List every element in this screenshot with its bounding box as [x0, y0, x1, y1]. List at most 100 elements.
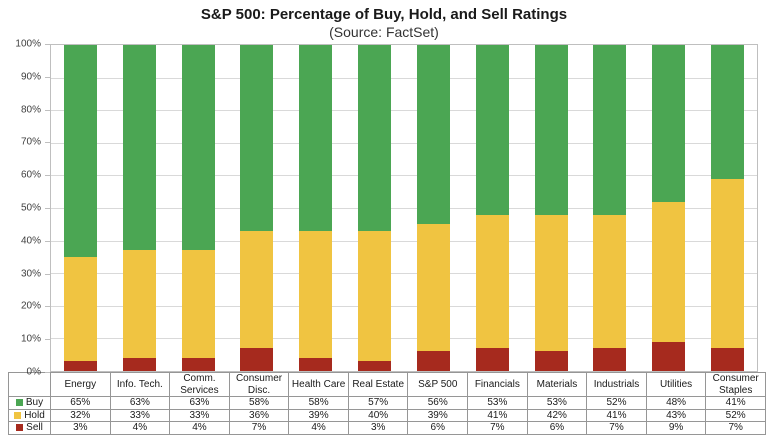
- bar-group-financials: [463, 45, 522, 371]
- legend-swatch-sell: [16, 424, 24, 431]
- value-sell-real-estate: 3%: [347, 421, 409, 435]
- category-header-consumer-staples: Consumer Staples: [705, 372, 766, 397]
- category-header-industrials: Industrials: [586, 372, 647, 397]
- bar-segment-buy-energy: [63, 45, 97, 257]
- bar-segment-buy-real-estate: [358, 45, 392, 231]
- bars-container: [51, 45, 757, 371]
- y-axis: 100% 90% 80% 70% 60% 50% 40% 30% 20% 10% 0%: [0, 39, 50, 378]
- y-tick-mark: [45, 142, 50, 144]
- chart-area: 100% 90% 80% 70% 60% 50% 40% 30% 20% 10% 0%: [0, 39, 768, 378]
- bar-segment-buy-consumer-staples: [711, 45, 745, 179]
- value-sell-utilities: 9%: [645, 421, 707, 435]
- y-tick-mark: [45, 109, 50, 111]
- bar-segment-buy-info-tech: [122, 45, 156, 251]
- value-hold-health-care: 39%: [288, 408, 349, 422]
- gridline: [51, 305, 757, 307]
- bar-segment-sell-financials: [475, 348, 509, 371]
- gridline: [51, 77, 757, 79]
- y-tick-label-30: 30%: [20, 268, 41, 280]
- gridline: [51, 175, 757, 177]
- category-header-real-estate: Real Estate: [347, 372, 409, 397]
- data-table: Energy Info. Tech. Comm. Services Consumer …: [8, 372, 766, 435]
- value-hold-consumer-staples: 52%: [705, 408, 766, 422]
- table-row-buy: Buy 65% 63% 63% 58% 58% 57% 56% 53% 53% 52% 48% 41%: [8, 396, 766, 410]
- value-hold-real-estate: 40%: [347, 408, 409, 422]
- bar-segment-hold-materials: [534, 214, 568, 352]
- table-corner-cell: [8, 372, 51, 397]
- legend-label-sell: Sell: [26, 422, 43, 433]
- bar-group-utilities: [639, 45, 698, 371]
- value-hold-industrials: 41%: [586, 408, 647, 422]
- y-tick-label-90: 90%: [20, 71, 41, 83]
- bar-group-real-estate: [345, 45, 404, 371]
- category-header-comm-services: Comm. Services: [169, 372, 230, 397]
- value-sell-s-p-500: 6%: [407, 421, 469, 435]
- bar-group-health-care: [286, 45, 345, 371]
- y-tick-label-0: 0%: [26, 366, 41, 378]
- y-tick-label-10: 10%: [20, 333, 41, 345]
- y-tick-mark: [45, 339, 50, 341]
- stacked-bar-info-tech: [122, 45, 156, 371]
- value-buy-real-estate: 57%: [347, 396, 409, 410]
- y-tick-label-80: 80%: [20, 104, 41, 116]
- value-sell-industrials: 7%: [586, 421, 647, 435]
- bar-segment-hold-financials: [475, 214, 509, 349]
- stacked-bar-health-care: [299, 45, 333, 371]
- bar-group-materials: [522, 45, 581, 371]
- value-hold-comm-services: 33%: [169, 408, 230, 422]
- bar-segment-sell-health-care: [299, 357, 333, 371]
- bar-segment-sell-industrials: [593, 348, 627, 371]
- bar-segment-sell-materials: [534, 351, 568, 371]
- bar-segment-buy-materials: [534, 45, 568, 215]
- stacked-bar-s-p-500: [416, 45, 450, 371]
- category-header-s-p-500: S&P 500: [407, 372, 469, 397]
- legend-key-hold: Hold: [8, 408, 51, 422]
- bar-group-energy: [51, 45, 110, 371]
- table-header-row: Energy Info. Tech. Comm. Services Consumer …: [8, 372, 766, 397]
- stacked-bar-industrials: [593, 45, 627, 371]
- value-buy-comm-services: 63%: [169, 396, 230, 410]
- bar-group-info-tech: [110, 45, 169, 371]
- y-tick-label-20: 20%: [20, 300, 41, 312]
- bar-segment-hold-s-p-500: [416, 224, 450, 352]
- bar-segment-hold-utilities: [652, 201, 686, 342]
- stacked-bar-financials: [475, 45, 509, 371]
- bar-segment-sell-real-estate: [358, 361, 392, 371]
- bar-segment-buy-consumer-disc: [240, 45, 274, 231]
- bar-segment-buy-industrials: [593, 45, 627, 215]
- gridline: [51, 240, 757, 242]
- value-hold-materials: 42%: [526, 408, 588, 422]
- category-header-utilities: Utilities: [645, 372, 707, 397]
- y-tick-mark: [45, 76, 50, 78]
- legend-swatch-hold: [14, 411, 22, 419]
- category-header-materials: Materials: [526, 372, 588, 397]
- stacked-bar-materials: [534, 45, 568, 371]
- value-buy-consumer-disc: 58%: [228, 396, 290, 410]
- bar-segment-buy-s-p-500: [416, 45, 450, 225]
- value-sell-info-tech: 4%: [109, 421, 171, 435]
- value-sell-health-care: 4%: [288, 421, 349, 435]
- bar-segment-sell-info-tech: [122, 357, 156, 371]
- value-hold-utilities: 43%: [645, 408, 707, 422]
- value-hold-s-p-500: 39%: [407, 408, 469, 422]
- y-tick-mark: [45, 44, 50, 45]
- gridline: [51, 142, 757, 144]
- bar-segment-sell-energy: [63, 361, 97, 371]
- bar-segment-buy-financials: [475, 45, 509, 215]
- legend-key-sell: Sell: [8, 421, 51, 435]
- y-tick-mark: [45, 240, 50, 242]
- value-buy-s-p-500: 56%: [407, 396, 469, 410]
- legend-swatch-buy: [15, 399, 23, 406]
- bar-segment-hold-comm-services: [181, 250, 215, 358]
- category-header-info-tech: Info. Tech.: [109, 372, 171, 397]
- y-tick-mark: [45, 306, 50, 308]
- stacked-bar-consumer-disc: [240, 45, 274, 371]
- bar-segment-hold-health-care: [299, 230, 333, 358]
- table-row-hold: Hold 32% 33% 33% 36% 39% 40% 39% 41% 42% 41% 43% 52%: [8, 408, 766, 422]
- category-header-financials: Financials: [467, 372, 528, 397]
- y-tick-label-70: 70%: [20, 136, 41, 148]
- value-buy-info-tech: 63%: [109, 396, 171, 410]
- value-sell-comm-services: 4%: [169, 421, 230, 435]
- bar-segment-sell-utilities: [652, 341, 686, 371]
